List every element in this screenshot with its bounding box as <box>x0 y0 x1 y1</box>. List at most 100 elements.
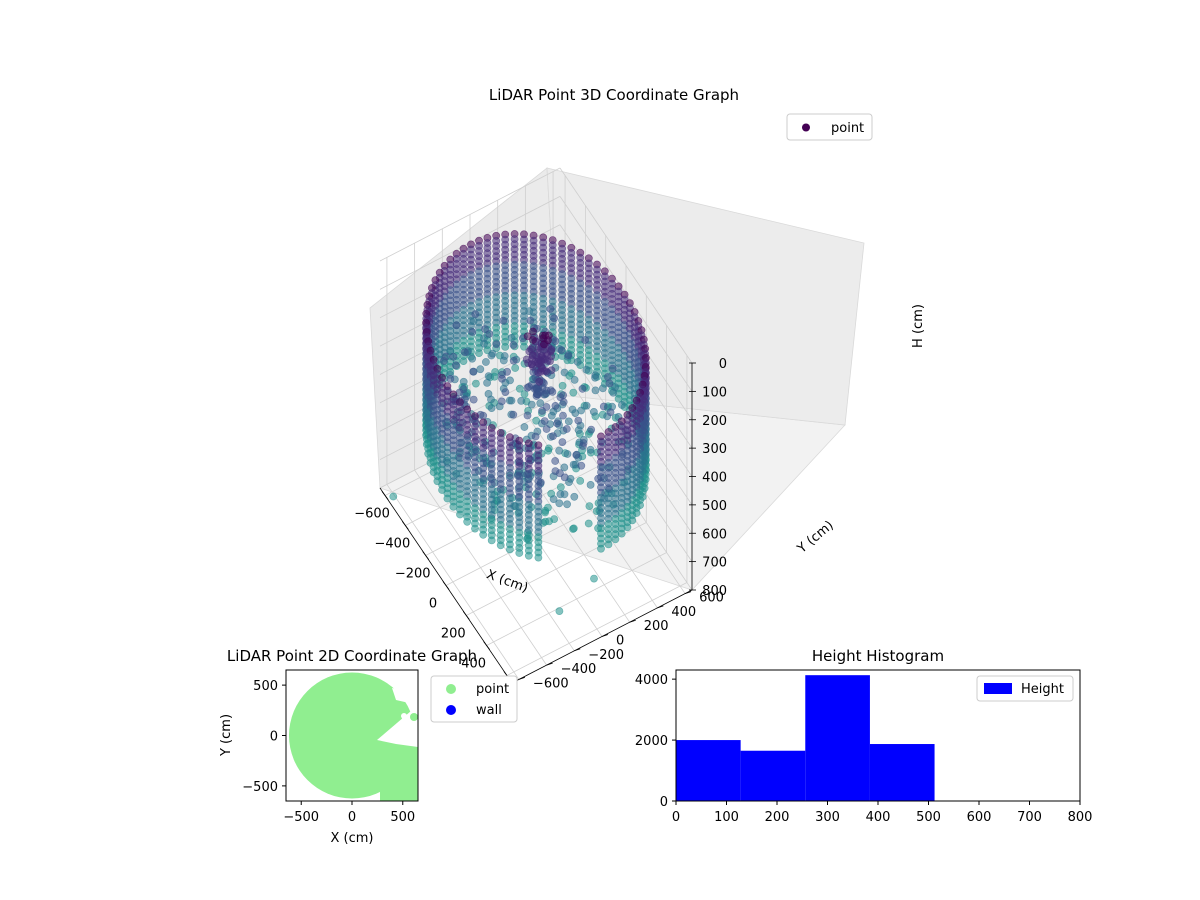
histogram-bar <box>676 740 741 801</box>
point-3d <box>546 304 555 313</box>
point-3d <box>487 351 496 360</box>
y-tick-label-3d: 600 <box>699 591 724 606</box>
chart-2d-title: LiDAR Point 2D Coordinate Graph <box>227 647 477 665</box>
z-tick-label-3d: 100 <box>702 385 727 400</box>
point-3d <box>456 510 464 519</box>
point-3d <box>591 386 600 395</box>
point-3d <box>501 388 510 396</box>
point-3d <box>509 356 518 365</box>
point-3d <box>564 351 573 359</box>
x-tick-label-histogram: 800 <box>1068 810 1093 825</box>
point-3d <box>515 549 524 557</box>
x-tick-label-2d: 0 <box>348 810 356 825</box>
point-3d <box>555 446 564 455</box>
scatter-2d-chart: LiDAR Point 2D Coordinate Graph −500 0 500… <box>219 647 518 846</box>
grid-line-wall-h <box>379 167 561 262</box>
y-tick-label-3d: 0 <box>616 634 624 649</box>
point-3d <box>475 349 483 357</box>
legend-histogram: Height <box>976 675 1074 702</box>
x-tick-label-histogram: 500 <box>916 810 941 825</box>
point-3d <box>556 483 565 492</box>
y-tick-label-histogram: 4000 <box>635 673 668 688</box>
x-tick-label-histogram: 700 <box>1017 810 1042 825</box>
point-3d <box>582 365 591 374</box>
point-3d <box>540 417 549 425</box>
legend-2d-point-marker <box>446 684 456 694</box>
point-3d <box>452 321 461 330</box>
x-axis-label-2d: X (cm) <box>331 831 374 846</box>
y-tick-label-3d: 400 <box>671 605 696 620</box>
x-tick-label-histogram: 400 <box>866 810 891 825</box>
point-3d <box>584 519 593 528</box>
point-3d <box>469 367 478 376</box>
point-3d <box>608 364 617 373</box>
point-3d <box>484 372 493 380</box>
point-3d <box>606 408 615 417</box>
point-3d <box>480 339 488 348</box>
point-3d <box>560 473 569 482</box>
legend-3d: point <box>786 113 873 141</box>
point-3d <box>559 398 568 406</box>
point-3d <box>573 357 582 366</box>
point-3d <box>538 406 546 415</box>
point-3d <box>505 545 514 554</box>
point-3d <box>599 402 608 411</box>
point-3d <box>449 502 458 511</box>
point-3d <box>570 375 579 384</box>
point-3d <box>599 384 607 393</box>
point-3d <box>523 411 532 420</box>
point-3d <box>509 410 518 419</box>
point-3d <box>536 367 545 376</box>
histogram-bar <box>869 744 935 801</box>
point-3d <box>560 368 569 377</box>
point-3d <box>618 401 626 409</box>
point-3d <box>449 352 458 361</box>
legend-histogram-frame <box>976 675 1074 702</box>
grid-line-wall-h <box>559 167 693 364</box>
point-3d <box>485 330 494 338</box>
point-3d <box>498 374 506 383</box>
point-3d <box>563 450 572 458</box>
y-axis-label-3d: Y (cm) <box>794 518 837 557</box>
point-3d <box>529 336 537 344</box>
point-3d <box>535 377 544 386</box>
point-3d <box>540 340 548 349</box>
x-tick-label-3d: −600 <box>354 507 390 522</box>
point-3d <box>451 361 460 370</box>
legend-3d-point-label: point <box>831 121 864 136</box>
histogram-bar <box>740 750 806 801</box>
point-3d <box>499 316 508 325</box>
z-tick-label-3d: 600 <box>702 527 727 542</box>
y-tick-label-3d: −600 <box>533 676 569 691</box>
point-3d <box>460 348 469 356</box>
x-tick-label-3d: −400 <box>375 537 411 552</box>
y-tick-3d <box>518 677 526 680</box>
point-3d <box>479 411 488 420</box>
grid-line-floor-x <box>486 552 667 646</box>
point-3d <box>529 327 537 336</box>
point-3d <box>582 401 591 410</box>
x-tick-3d <box>483 641 490 650</box>
x-tick-label-3d: 400 <box>461 657 486 672</box>
axes-2d: −500 0 500 500 0 −500 <box>242 679 415 825</box>
point-3d <box>547 411 556 420</box>
x-tick-label-3d: 0 <box>429 597 437 612</box>
y-tick-label-histogram: 0 <box>660 795 668 810</box>
point-3d <box>549 432 557 440</box>
legend-3d-frame <box>786 113 873 141</box>
y-tick-label-3d: 200 <box>644 619 669 634</box>
point-3d <box>562 425 571 433</box>
point-3d <box>483 378 491 387</box>
axes-histogram: 0 100 200 300 400 500 600 700 800 0 2000 4000 <box>635 673 1093 825</box>
point-3d <box>515 384 524 393</box>
point-3d <box>587 425 596 434</box>
point-3d <box>459 377 468 386</box>
z-tick-label-3d: 200 <box>702 414 727 429</box>
legend-2d-wall-marker <box>446 705 456 715</box>
x-tick-label-histogram: 0 <box>672 810 680 825</box>
point-3d <box>520 342 528 351</box>
point-3d <box>536 356 545 365</box>
point-3d <box>570 492 579 501</box>
point-3d <box>590 574 598 583</box>
